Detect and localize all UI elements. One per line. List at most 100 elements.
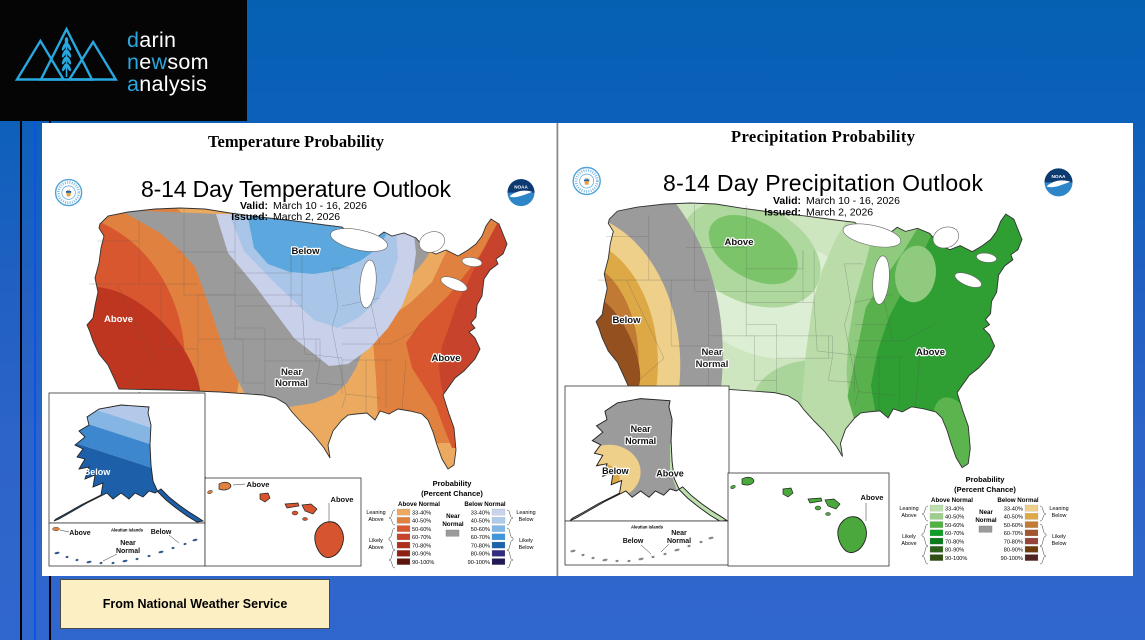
svg-text:NOAA: NOAA [1052,174,1067,180]
svg-text:70-80%: 70-80% [1004,539,1023,545]
svg-text:Precipitation Probability: Precipitation Probability [731,127,916,146]
svg-text:70-80%: 70-80% [945,539,964,545]
svg-text:Leaning: Leaning [366,510,385,516]
svg-text:Near: Near [979,509,993,516]
svg-text:Valid:: Valid: [773,195,801,207]
svg-text:90-100%: 90-100% [468,560,490,566]
svg-text:Aleutian Islands: Aleutian Islands [111,528,144,533]
svg-text:Near: Near [281,367,302,378]
svg-text:Likely: Likely [1052,534,1066,540]
svg-text:Above: Above [247,480,270,489]
svg-text:40-50%: 40-50% [945,515,964,521]
svg-text:Near: Near [631,424,652,434]
svg-text:Likely: Likely [369,538,383,544]
svg-text:Below: Below [151,529,172,536]
svg-text:Above: Above [368,517,383,523]
svg-text:33-40%: 33-40% [1004,506,1023,512]
svg-text:Near: Near [671,530,687,537]
svg-text:8-14 Day Temperature Outlook: 8-14 Day Temperature Outlook [141,176,452,202]
svg-text:Below: Below [292,246,321,257]
svg-text:Temperature Probability: Temperature Probability [208,132,385,151]
svg-text:Normal: Normal [975,517,997,524]
svg-text:50-60%: 50-60% [1004,523,1023,529]
svg-text:Leaning: Leaning [899,506,918,512]
svg-text:Issued:: Issued: [764,207,801,219]
svg-text:40-50%: 40-50% [471,519,490,525]
svg-text:NOAA: NOAA [514,185,528,190]
svg-text:Below: Below [613,315,642,326]
svg-text:Leaning: Leaning [516,510,535,516]
svg-text:(Percent Chance): (Percent Chance) [421,489,483,498]
svg-text:90-100%: 90-100% [1001,556,1023,562]
svg-text:70-80%: 70-80% [412,543,431,549]
svg-text:90-100%: 90-100% [945,556,967,562]
svg-text:March 10 - 16, 2026: March 10 - 16, 2026 [806,195,900,207]
svg-text:Below: Below [84,467,112,477]
svg-text:Above: Above [104,314,133,325]
svg-text:Above: Above [861,493,884,502]
svg-text:90-100%: 90-100% [412,560,434,566]
svg-text:Above: Above [901,541,916,547]
svg-text:80-90%: 80-90% [945,548,964,554]
svg-text:80-90%: 80-90% [1004,548,1023,554]
svg-text:Likely: Likely [902,534,916,540]
svg-text:40-50%: 40-50% [412,519,431,525]
svg-text:March 2, 2026: March 2, 2026 [273,211,340,223]
svg-text:60-70%: 60-70% [945,531,964,537]
svg-text:Above: Above [331,495,354,504]
svg-text:analysis: analysis [127,72,207,96]
svg-text:Normal: Normal [667,538,691,545]
svg-text:Below: Below [1052,513,1067,519]
svg-text:33-40%: 33-40% [471,510,490,516]
svg-text:60-70%: 60-70% [1004,531,1023,537]
svg-text:Normal: Normal [625,436,656,446]
svg-text:50-60%: 50-60% [471,527,490,533]
svg-text:Above: Above [656,468,684,478]
svg-text:Near: Near [701,347,722,358]
svg-text:March 10 - 16, 2026: March 10 - 16, 2026 [273,200,367,212]
svg-text:60-70%: 60-70% [412,535,431,541]
svg-text:8-14 Day Precipitation Outlook: 8-14 Day Precipitation Outlook [663,170,984,196]
svg-text:Normal: Normal [116,548,140,555]
svg-text:Above Normal: Above Normal [398,501,440,508]
svg-text:Normal: Normal [275,378,308,389]
svg-text:50-60%: 50-60% [945,523,964,529]
svg-text:Below: Below [623,538,644,545]
svg-text:40-50%: 40-50% [1004,515,1023,521]
svg-text:March 2, 2026: March 2, 2026 [806,207,873,219]
svg-text:Probability: Probability [433,479,473,488]
svg-text:newsom: newsom [127,50,209,74]
svg-text:Above: Above [901,513,916,519]
svg-text:Above Normal: Above Normal [931,497,973,504]
svg-text:80-90%: 80-90% [471,552,490,558]
svg-text:70-80%: 70-80% [471,543,490,549]
svg-text:50-60%: 50-60% [412,527,431,533]
svg-text:darin: darin [127,28,176,52]
svg-text:Below Normal: Below Normal [464,501,506,508]
svg-text:Probability: Probability [966,475,1006,484]
svg-text:(Percent Chance): (Percent Chance) [954,485,1016,494]
svg-text:Issued:: Issued: [231,211,268,223]
svg-text:Near: Near [446,513,460,520]
svg-text:Above: Above [431,353,460,364]
svg-text:Aleutian Islands: Aleutian Islands [631,525,664,530]
svg-text:Below Normal: Below Normal [997,497,1039,504]
svg-text:Below: Below [519,545,534,551]
svg-text:33-40%: 33-40% [412,510,431,516]
svg-text:60-70%: 60-70% [471,535,490,541]
svg-text:Normal: Normal [696,359,729,370]
svg-text:80-90%: 80-90% [412,552,431,558]
svg-text:Below: Below [602,466,630,476]
svg-text:Likely: Likely [519,538,533,544]
svg-text:Below: Below [519,517,534,523]
svg-text:Normal: Normal [442,521,464,528]
svg-text:Valid:: Valid: [240,200,268,212]
svg-text:Below: Below [1052,541,1067,547]
svg-text:Above: Above [69,530,91,537]
svg-text:Leaning: Leaning [1049,506,1068,512]
svg-text:Above: Above [916,347,945,358]
svg-text:Near: Near [120,540,136,547]
svg-text:33-40%: 33-40% [945,506,964,512]
svg-text:Above: Above [724,237,753,248]
svg-text:Above: Above [368,545,383,551]
